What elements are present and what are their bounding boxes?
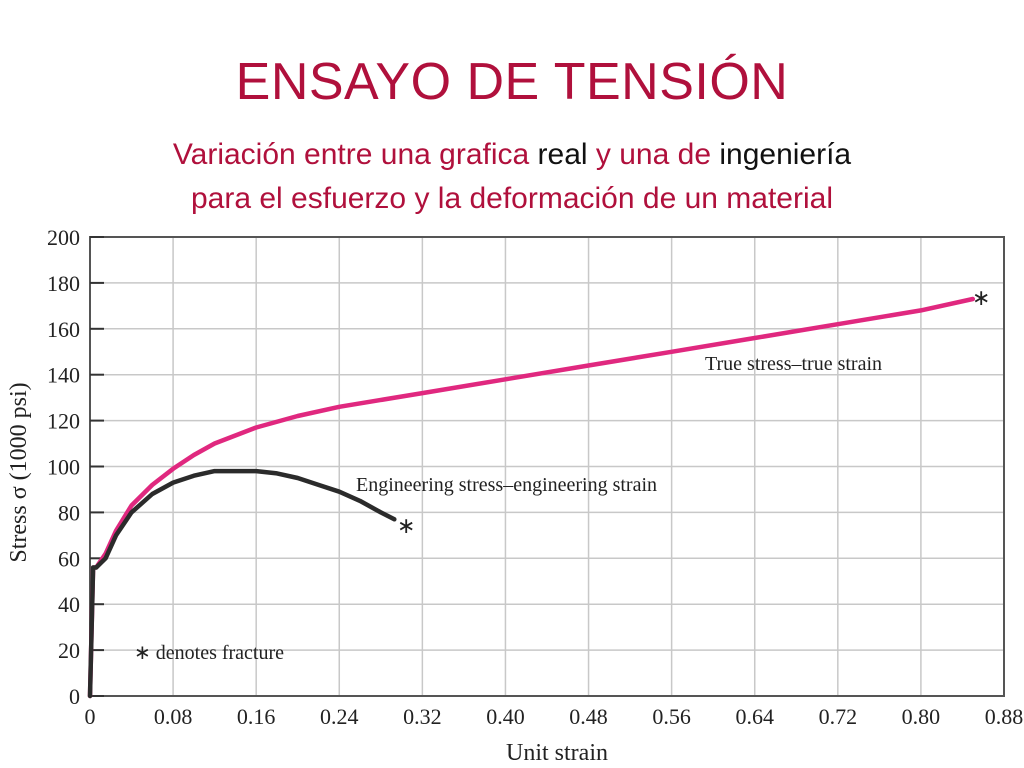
x-tick-label: 0.16 <box>237 704 276 729</box>
y-tick-label: 200 <box>47 225 80 250</box>
engineering-curve-label: Engineering stress–engineering strain <box>356 474 657 496</box>
subtitle-part1: Variación entre una grafica <box>172 138 538 171</box>
engineering-fracture-marker: ∗ <box>397 513 415 538</box>
y-tick-label: 140 <box>47 363 80 388</box>
x-tick-label: 0.08 <box>154 704 193 729</box>
x-tick-label: 0.48 <box>569 704 608 729</box>
y-tick-label: 180 <box>47 271 80 296</box>
y-tick-label: 40 <box>58 592 80 617</box>
subtitle-part3: y una de <box>587 138 720 171</box>
slide-subtitle-line2: para el esfuerzo y la deformación de un … <box>190 182 833 215</box>
axis-ticks: 0 0.08 0.16 0.24 0.32 0.40 0.48 0.56 0.64 0.72 0.8… <box>47 225 1023 729</box>
chart-series <box>87 296 976 699</box>
x-tick-label: 0.72 <box>819 704 858 729</box>
x-tick-label: 0.88 <box>985 704 1024 729</box>
slide-title: ENSAYO DE TENSIÓN <box>235 53 789 111</box>
subtitle-part2: real <box>537 138 588 171</box>
x-tick-label: 0.56 <box>652 704 691 729</box>
subtitle-part4: ingeniería <box>719 138 852 171</box>
x-tick-label: 0.64 <box>735 704 774 729</box>
x-tick-label: 0.24 <box>320 704 359 729</box>
y-tick-label: 60 <box>58 546 80 571</box>
x-tick-label: 0.40 <box>486 704 525 729</box>
y-tick-label: 160 <box>47 317 80 342</box>
y-tick-label: 80 <box>58 500 80 525</box>
slide-subtitle-line1: Variación entre una grafica real y una d… <box>0 138 1024 172</box>
y-axis-label: Stress σ (1000 psi) <box>6 382 32 562</box>
fracture-note: ∗ denotes fracture <box>134 642 284 664</box>
y-tick-label: 0 <box>69 684 80 709</box>
chart-grid <box>89 236 1005 697</box>
x-tick-label: 0.32 <box>403 704 442 729</box>
y-tick-label: 100 <box>47 455 80 480</box>
y-tick-label: 120 <box>47 409 80 434</box>
true-curve-label: True stress–true strain <box>705 353 882 375</box>
x-tick-label: 0.80 <box>902 704 941 729</box>
x-tick-label: 0 <box>85 704 96 729</box>
x-axis-label: Unit strain <box>506 740 608 766</box>
true-fracture-marker: ∗ <box>972 285 990 310</box>
y-tick-label: 20 <box>58 638 80 663</box>
engineering-stress-curve <box>87 468 397 699</box>
